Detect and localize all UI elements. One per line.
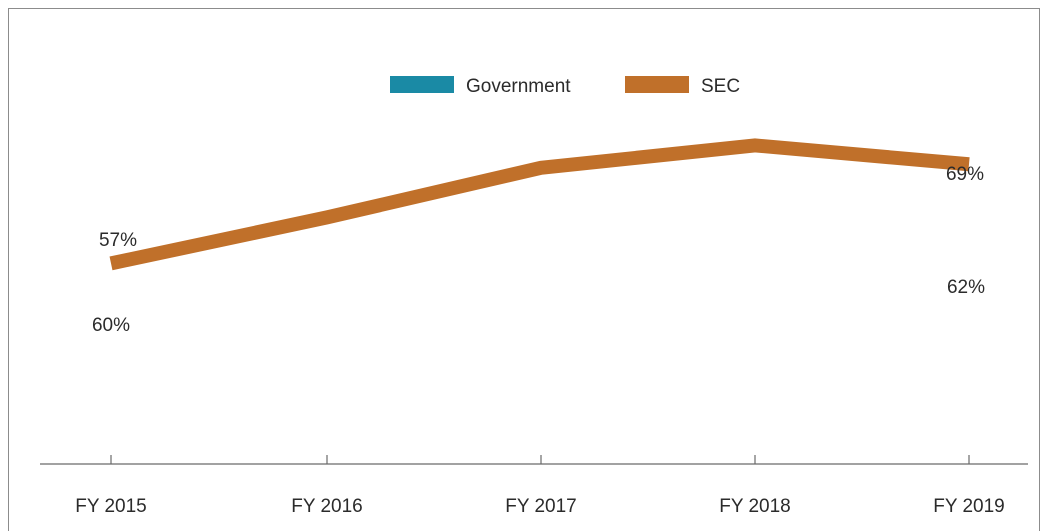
x-tick-label: FY 2016: [291, 496, 362, 517]
legend-label-government: Government: [466, 76, 571, 97]
x-tick-label: FY 2017: [505, 496, 576, 517]
chart-frame: [8, 8, 1040, 531]
x-tick-label: FY 2015: [75, 496, 146, 517]
data-label-government: 60%: [92, 315, 130, 336]
series-line-sec: [109, 138, 970, 271]
legend: Government SEC: [390, 76, 740, 97]
legend-swatch-government: [390, 76, 454, 93]
data-label-sec: 69%: [946, 164, 984, 185]
data-label-sec: 57%: [99, 230, 137, 251]
data-label-government: 62%: [947, 277, 985, 298]
legend-swatch-sec: [625, 76, 689, 93]
x-tick-label: FY 2018: [719, 496, 790, 517]
x-tick-label: FY 2019: [933, 496, 1004, 517]
legend-label-sec: SEC: [701, 76, 740, 97]
